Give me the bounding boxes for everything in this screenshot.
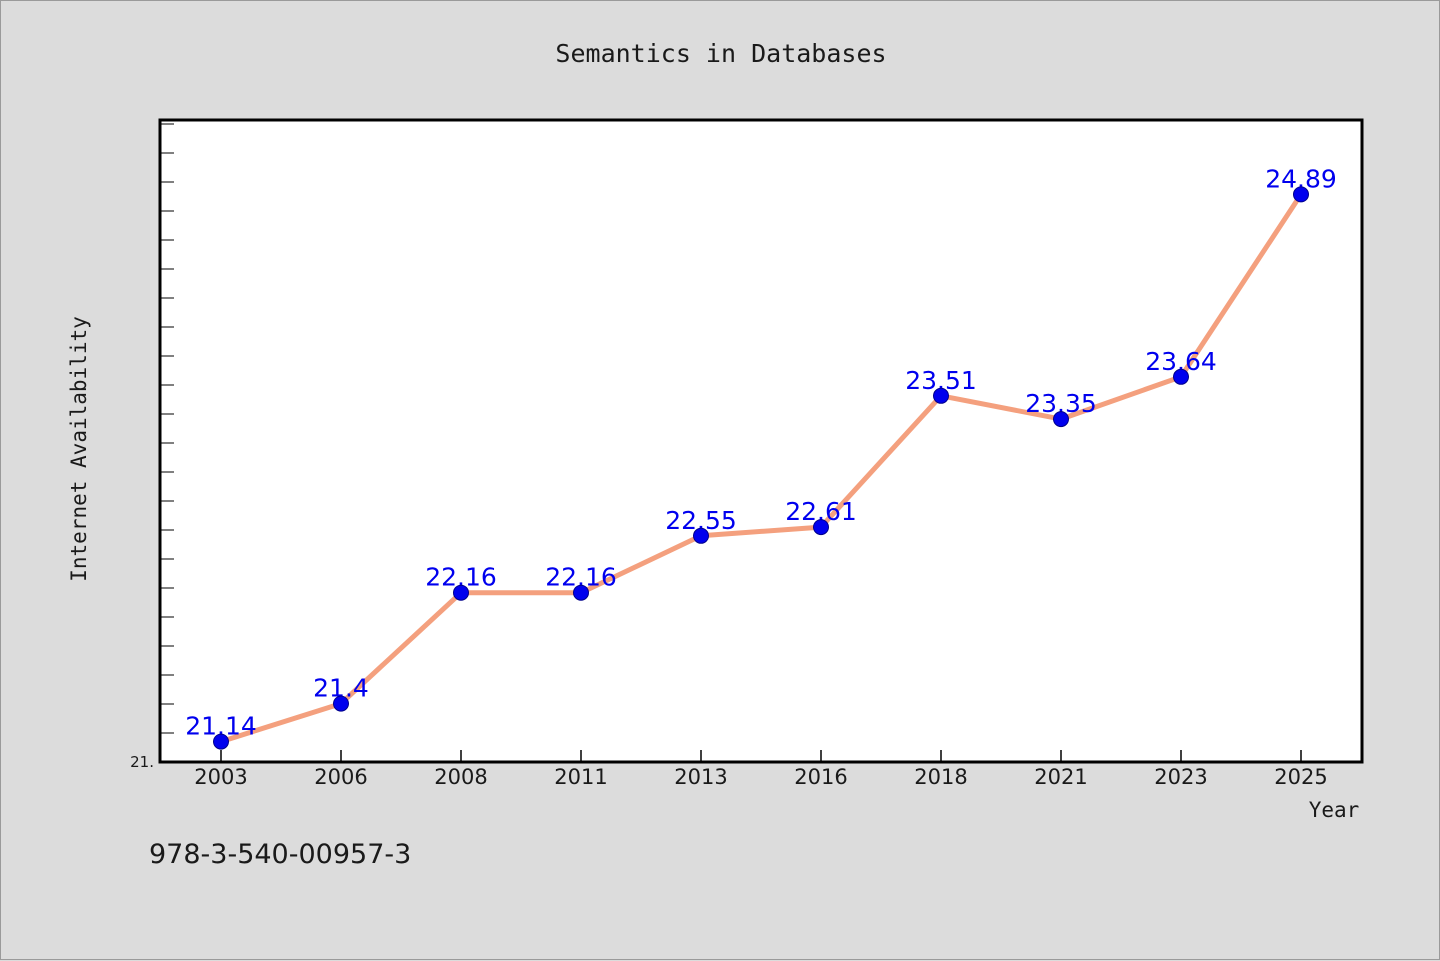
y-axis-label: Internet Availability — [67, 316, 91, 582]
data-point-marker — [813, 519, 829, 536]
x-tick-label: 2013 — [674, 765, 727, 789]
y-axis-minor-ticks — [160, 123, 174, 763]
data-point-marker — [1293, 186, 1309, 203]
x-tick-label: 2011 — [554, 765, 607, 789]
data-point-marker — [1173, 368, 1189, 385]
data-point-marker — [1053, 411, 1069, 428]
x-axis-tick-labels: 2003 2006 2008 2011 2013 2016 2018 2021 2023 2025 — [194, 765, 1327, 789]
x-tick-label: 2003 — [194, 765, 247, 789]
plot-border — [158, 118, 1364, 764]
x-tick-label: 2023 — [1154, 765, 1207, 789]
x-tick-label: 2021 — [1034, 765, 1087, 789]
series-line — [218, 191, 1304, 745]
series-line-group — [218, 191, 1304, 745]
data-markers — [213, 186, 1309, 750]
x-tick-label: 2018 — [914, 765, 967, 789]
isbn-footer: 978-3-540-00957-3 — [149, 839, 411, 870]
y-tick-label-min: 21. — [130, 753, 154, 771]
data-point-marker — [933, 387, 949, 404]
x-tick-label: 2006 — [314, 765, 367, 789]
x-tick-label: 2025 — [1274, 765, 1327, 789]
data-point-marker — [693, 527, 709, 544]
x-tick-label: 2008 — [434, 765, 487, 789]
data-point-marker — [213, 733, 229, 750]
data-point-marker — [333, 695, 349, 712]
plot-area — [160, 120, 1362, 762]
data-point-marker — [573, 584, 589, 601]
x-tick-label: 2016 — [794, 765, 847, 789]
x-axis-label: Year — [1309, 798, 1360, 822]
data-point-marker — [453, 584, 469, 601]
chart-title: Semantics in Databases — [555, 39, 886, 68]
x-axis-ticks — [220, 750, 1302, 762]
